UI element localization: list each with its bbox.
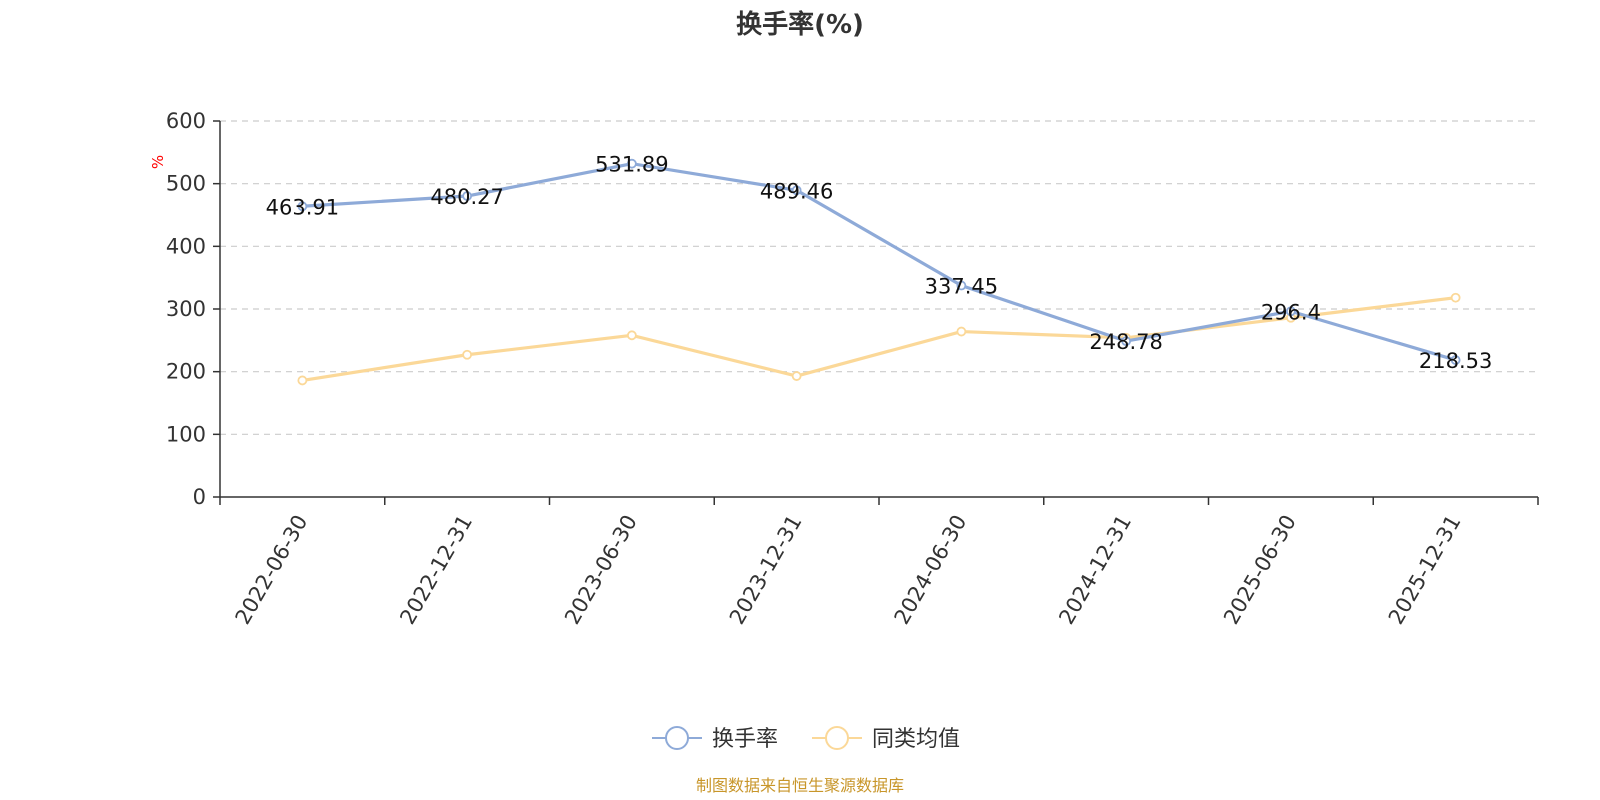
point-同类均值-2022-06-30: [297, 375, 308, 386]
series-line-同类均值: [302, 296, 1456, 383]
data-label-2025-12-31: 218.53: [1419, 349, 1492, 373]
x-tick-label-2025-12-31: 2025-12-31: [1384, 511, 1466, 629]
point-同类均值-2025-12-31: [1450, 292, 1461, 303]
y-tick-label-100: 100: [166, 422, 206, 446]
x-tick-label-2025-06-30: 2025-06-30: [1219, 511, 1301, 629]
point-换手率-2025-12-31: [1450, 355, 1461, 365]
point-同类均值-2024-06-30: [956, 326, 967, 337]
data-label-2023-12-31: 489.46: [760, 179, 833, 203]
data-label-2022-06-30: 463.91: [266, 195, 339, 219]
legend-item-换手率[interactable]: 换手率: [652, 726, 778, 752]
point-同类均值-2022-12-31: [462, 349, 473, 360]
y-tick-label-400: 400: [166, 234, 206, 258]
x-tick-label-2023-06-30: 2023-06-30: [560, 511, 642, 629]
x-tick-label-2024-06-30: 2024-06-30: [890, 511, 972, 629]
grid-lines: [220, 120, 1538, 435]
point-换手率-2024-06-30: [956, 280, 967, 291]
y-tick-label-600: 600: [166, 109, 206, 133]
y-tick-label-200: 200: [166, 360, 206, 384]
data-label-2025-06-30: 296.4: [1261, 300, 1321, 324]
y-tick-label-500: 500: [166, 172, 206, 196]
point-换手率-2023-06-30: [626, 158, 637, 169]
legend-marker-同类均值: [825, 726, 849, 750]
data-labels: 463.91 480.27 531.89 489.46 337.45 248.78 296.…: [266, 153, 1493, 373]
data-source-note: 制图数据来自恒生聚源数据库: [696, 776, 904, 795]
point-换手率-2022-12-31: [462, 191, 473, 201]
point-换手率-2024-12-31: [1121, 336, 1132, 346]
data-label-2024-12-31: 248.78: [1089, 330, 1162, 354]
point-同类均值-2023-12-31: [791, 371, 802, 381]
y-tick-label-300: 300: [166, 297, 206, 321]
legend-label-换手率: 换手率: [712, 727, 778, 752]
x-tick-label-2022-12-31: 2022-12-31: [395, 511, 477, 629]
point-换手率-2025-06-30: [1285, 306, 1296, 317]
legend-item-同类均值[interactable]: 同类均值: [812, 726, 960, 752]
legend-marker-换手率: [665, 726, 689, 750]
series-line-换手率: [302, 162, 1457, 362]
y-axis-label: %: [149, 155, 167, 169]
y-tick-label-0: 0: [193, 485, 206, 509]
legend: 换手率 同类均值: [652, 726, 960, 752]
series: [297, 158, 1461, 386]
x-tick-label-2024-12-31: 2024-12-31: [1054, 511, 1136, 629]
point-同类均值-2023-06-30: [626, 330, 637, 341]
point-换手率-2022-06-30: [297, 201, 308, 212]
chart-title: 换手率(%): [736, 9, 864, 40]
x-tick-label-2022-06-30: 2022-06-30: [231, 511, 313, 629]
data-label-2022-12-31: 480.27: [430, 185, 503, 209]
x-tick-label-2023-12-31: 2023-12-31: [725, 511, 807, 629]
legend-label-同类均值: 同类均值: [872, 727, 960, 752]
data-label-2023-06-30: 531.89: [595, 153, 668, 177]
data-label-2024-06-30: 337.45: [925, 275, 998, 299]
point-换手率-2023-12-31: [791, 185, 802, 196]
